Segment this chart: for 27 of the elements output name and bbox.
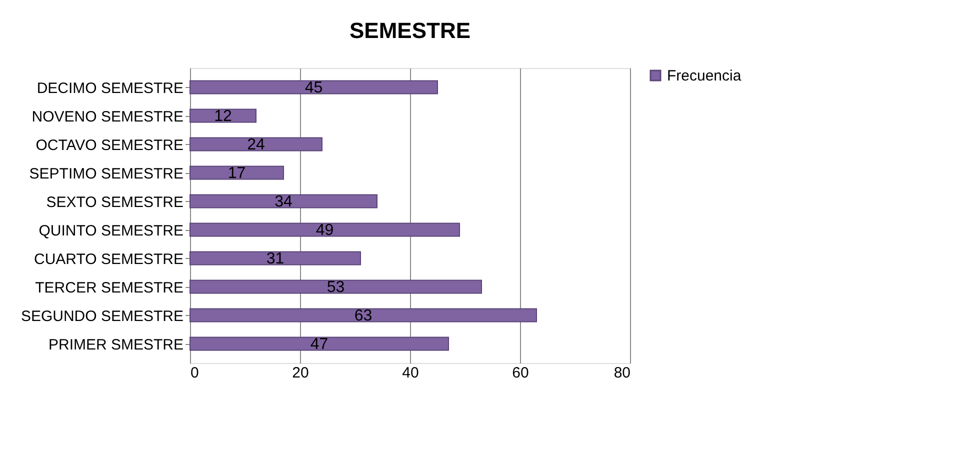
x-tick-label: 20 [292,364,309,382]
y-tick-label: OCTAVO SEMESTRE [36,136,184,154]
data-label: 49 [316,222,334,239]
data-label: 12 [214,108,232,125]
y-tick-label: DECIMO SEMESTRE [36,80,184,97]
data-label: 24 [247,136,265,154]
data-label: 53 [326,278,345,296]
x-tick-label: 60 [512,364,529,382]
data-label: 34 [274,193,292,210]
legend-label: Frecuencia [667,68,742,84]
data-label: 31 [266,250,284,268]
data-label: 17 [228,164,246,182]
y-tick-label: CUARTO SEMESTRE [34,250,184,268]
data-label: 63 [354,307,372,324]
y-tick-label: SEPTIMO SEMESTRE [29,165,184,182]
y-tick-label: SEXTO SEMESTRE [46,194,184,211]
x-tick-label: 0 [190,364,199,382]
y-tick-label: TERCER SEMESTRE [35,279,184,296]
y-tick-label: PRIMER SMESTRE [48,336,184,354]
data-label: 47 [310,336,328,353]
x-tick-label: 40 [402,364,419,382]
y-tick-label: SEGUNDO SEMESTRE [20,308,184,325]
y-tick-label: NOVENO SEMESTRE [32,108,184,126]
chart-title: SEMESTRE [349,18,471,43]
data-label: 45 [304,79,323,96]
x-tick-label: 80 [614,364,630,382]
y-tick-label: QUINTO SEMESTRE [38,222,184,240]
